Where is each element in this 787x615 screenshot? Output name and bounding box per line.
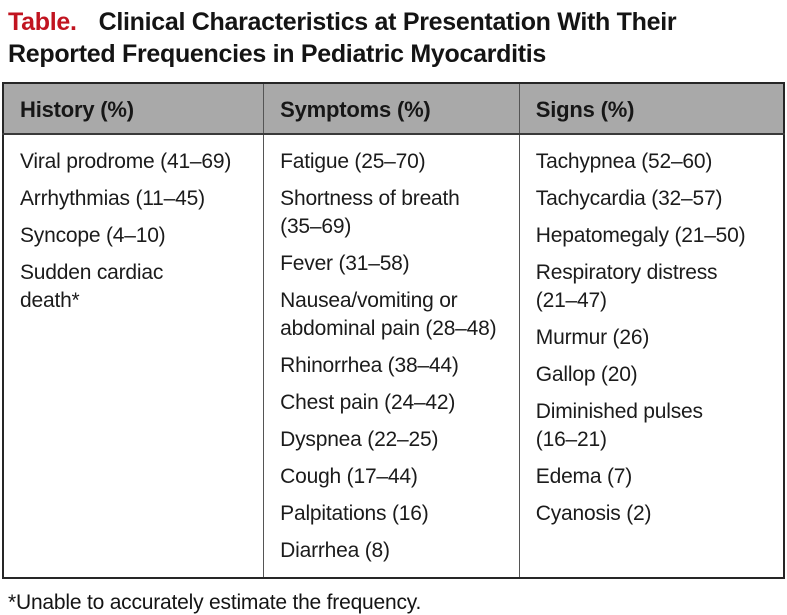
clinical-characteristics-table: History (%) Symptoms (%) Signs (%) Viral… <box>2 82 785 579</box>
table-header-row: History (%) Symptoms (%) Signs (%) <box>3 83 784 135</box>
table-cell-item: Cough (17–44) <box>280 465 418 488</box>
table-label: Table. <box>8 8 77 36</box>
table-cell-item: Arrhythmias (11–45) <box>20 187 205 210</box>
table-cell-item: Cyanosis (2) <box>535 502 652 525</box>
table-cell-item: Viral prodrome (41–69) <box>20 150 232 173</box>
table-cell-item: Murmur (26) <box>535 326 650 349</box>
table-cell-item: Rhinorrhea (38–44) <box>280 354 459 377</box>
table-cell-item: Tachycardia (32–57) <box>535 187 723 210</box>
table-cell-item: Tachypnea (52–60) <box>535 150 713 173</box>
table-footnote: *Unable to accurately estimate the frequ… <box>8 591 422 614</box>
signs-column-cell: Tachypnea (52–60) Tachycardia (32–57) Hepa… <box>518 134 784 578</box>
table-cell-item: Gallop (20) <box>535 363 638 386</box>
table-cell-item: Hepatomegaly (21–50) <box>535 224 746 247</box>
table-cell-item: Sudden cardiac death* <box>20 261 164 312</box>
column-header-signs: Signs (%) <box>518 83 784 135</box>
table-cell-item: Shortness of breath (35–69) <box>280 187 460 238</box>
table-cell-item: Respiratory distress (21–47) <box>535 261 718 312</box>
table-body-row: Viral prodrome (41–69) Arrhythmias (11–45… <box>3 134 784 578</box>
table-cell-item: Diarrhea (8) <box>280 539 390 562</box>
table-cell-item: Chest pain (24–42) <box>280 391 456 414</box>
table-cell-item: Edema (7) <box>535 465 633 488</box>
table-title: Clinical Characteristics at Presentation… <box>8 8 677 68</box>
table-caption: Table. Clinical Characteristics at Presen… <box>0 0 787 70</box>
history-column-cell: Viral prodrome (41–69) Arrhythmias (11–45… <box>3 134 264 578</box>
table-cell-item: Syncope (4–10) <box>20 224 166 247</box>
table-cell-item: Palpitations (16) <box>280 502 429 525</box>
column-header-history: History (%) <box>3 83 264 135</box>
table-cell-item: Dyspnea (22–25) <box>280 428 439 451</box>
column-header-symptoms: Symptoms (%) <box>263 83 520 135</box>
table-cell-item: Fatigue (25–70) <box>280 150 426 173</box>
symptoms-column-cell: Fatigue (25–70) Shortness of breath (35–6… <box>263 134 520 578</box>
table-cell-item: Diminished pulses (16–21) <box>535 400 703 451</box>
table-cell-item: Nausea/vomiting or abdominal pain (28–48… <box>280 289 497 340</box>
table-cell-item: Fever (31–58) <box>280 252 410 275</box>
